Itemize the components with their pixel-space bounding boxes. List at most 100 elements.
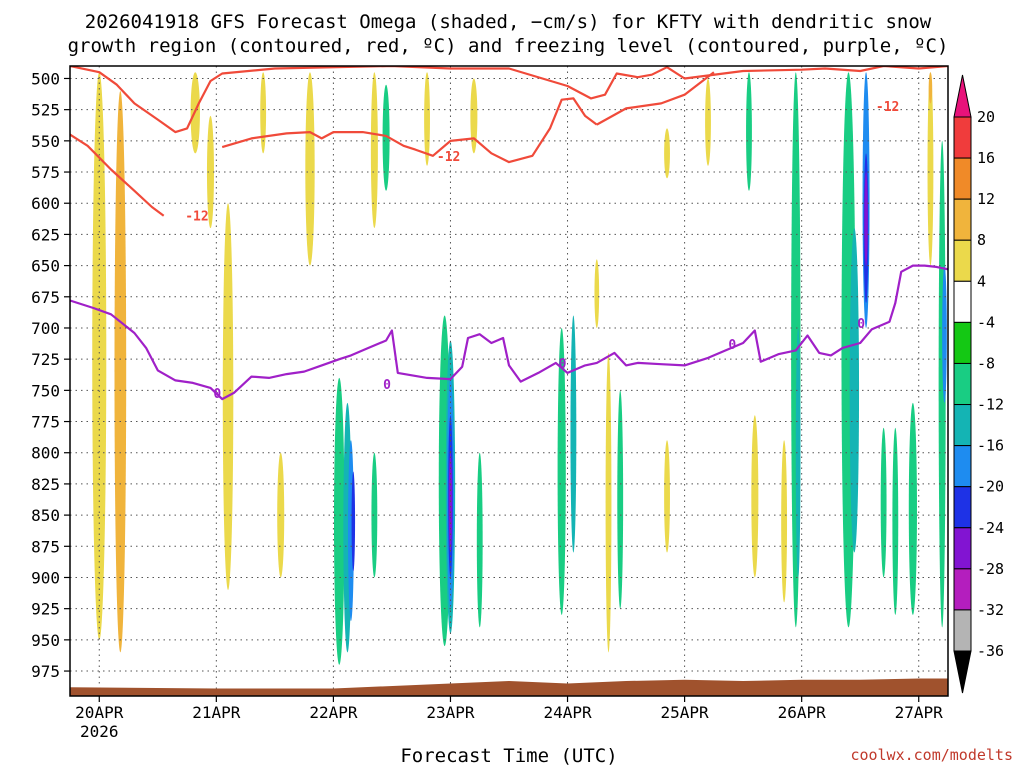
chart-title-line2: growth region (contoured, red, ºC) and f… [68, 35, 949, 57]
x-tick-label: 20APR [75, 703, 124, 722]
y-tick-label: 650 [31, 257, 60, 276]
dgz-contour-label: -12 [876, 100, 899, 115]
omega-cell [371, 452, 378, 578]
y-tick-label: 500 [31, 69, 60, 88]
omega-cell [746, 72, 752, 191]
omega-cell [470, 78, 478, 154]
y-tick-label: 925 [31, 600, 60, 619]
y-tick-label: 775 [31, 413, 60, 432]
colorbar-swatch [953, 404, 972, 447]
credit-link[interactable]: coolwx.com/modelts [850, 746, 1013, 764]
y-tick-label: 825 [31, 475, 60, 494]
y-tick-label: 600 [31, 194, 60, 213]
colorbar-swatch [953, 445, 972, 488]
freezing-level-label: 0 [213, 387, 221, 402]
gridlines [70, 66, 948, 696]
freezing-level-label: 0 [383, 378, 391, 393]
colorbar-swatch [953, 568, 972, 611]
omega-cell [424, 72, 430, 166]
x-tick-label: 25APR [661, 703, 710, 722]
omega-cell [351, 471, 356, 572]
y-tick-label: 900 [31, 568, 60, 587]
dgz-contour-label: -12 [185, 210, 208, 225]
omega-cell [942, 265, 947, 403]
colorbar-swatch [953, 280, 972, 323]
colorbar-swatch [953, 321, 972, 364]
omega-cell [382, 84, 390, 191]
omega-cell [570, 315, 577, 553]
omega-cell [781, 440, 788, 603]
omega-cell [305, 72, 315, 266]
omega-cell [260, 72, 267, 154]
freezing-level-contour [70, 264, 948, 401]
colorbar-swatch [953, 486, 972, 529]
omega-cell [206, 115, 214, 229]
chart-title-line1: 2026041918 GFS Forecast Omega (shaded, −… [85, 11, 932, 33]
omega-cell [928, 72, 933, 104]
dgz-contour-connector [596, 71, 715, 126]
omega-cell [938, 140, 946, 628]
y-tick-label: 550 [31, 132, 60, 151]
colorbar: 20 16 12 8 4 -4 -8 -12 -16 -20 -24 -28 -32 -36 [953, 74, 1004, 694]
omega-cell [880, 427, 887, 578]
colorbar-swatch [953, 157, 972, 200]
omega-cell [277, 452, 285, 578]
y-tick-label: 750 [31, 381, 60, 400]
omega-shading [92, 72, 947, 665]
omega-cell [114, 90, 127, 653]
omega-cell [751, 415, 759, 578]
freezing-level-label: 0 [857, 317, 865, 332]
omega-cell [892, 427, 899, 615]
dgz-contour-mid [221, 97, 598, 164]
colorbar-tick-label: 20 [977, 108, 995, 126]
y-tick-label: 575 [31, 163, 60, 182]
y-tick-label: 875 [31, 537, 60, 556]
y-tick-label: 975 [31, 662, 60, 681]
x-tick-label: 24APR [543, 703, 592, 722]
omega-cell [864, 172, 868, 266]
colorbar-tick-label: -32 [977, 601, 1004, 619]
freezing-level-label: 0 [559, 357, 567, 372]
colorbar-tick-label: -36 [977, 642, 1004, 660]
x-tick-year-label: 2026 [80, 722, 119, 741]
colorbar-tick-label: -16 [977, 437, 1004, 455]
y-tick-label: 800 [31, 444, 60, 463]
y-tick-label: 675 [31, 288, 60, 307]
colorbar-swatch [953, 116, 972, 159]
x-tick-label: 23APR [426, 703, 475, 722]
x-axis-label: Forecast Time (UTC) [400, 745, 617, 767]
dgz-contour-label: -12 [437, 150, 460, 165]
colorbar-swatch [953, 239, 972, 282]
colorbar-tick-label: 8 [977, 231, 986, 249]
omega-cell [594, 259, 600, 328]
plot-frame [69, 65, 949, 697]
x-tick-label: 27APR [895, 703, 944, 722]
omega-cell [448, 452, 453, 553]
omega-cell [370, 72, 378, 229]
omega-cell [333, 377, 345, 665]
colorbar-bottom-arrow [953, 650, 972, 694]
colorbar-top-arrow [953, 74, 972, 118]
y-tick-label: 850 [31, 506, 60, 525]
colorbar-tick-label: -4 [977, 313, 995, 331]
dgz-contour-lower [70, 133, 165, 217]
colorbar-tick-label: 4 [977, 272, 986, 290]
freezing-level-label: 0 [728, 338, 736, 353]
colorbar-tick-label: -24 [977, 519, 1004, 537]
omega-cell [664, 440, 670, 553]
y-tick-label: 725 [31, 350, 60, 369]
colorbar-swatch [953, 609, 972, 652]
plot-area: -12 -12 -12 0 0 0 0 0 [69, 65, 949, 697]
omega-cell [557, 327, 566, 615]
contours: -12 -12 -12 0 0 0 0 0 [70, 66, 948, 402]
x-axis: 20APR 21APR 22APR 23APR 24APR 25APR 26APR 27APR… [75, 696, 943, 741]
x-tick-label: 22APR [309, 703, 358, 722]
colorbar-tick-label: -20 [977, 478, 1004, 496]
omega-cell [92, 72, 107, 640]
colorbar-swatch [953, 527, 972, 570]
x-tick-label: 21APR [192, 703, 241, 722]
y-tick-label: 525 [31, 101, 60, 120]
y-tick-label: 700 [31, 319, 60, 338]
colorbar-swatch [953, 198, 972, 241]
